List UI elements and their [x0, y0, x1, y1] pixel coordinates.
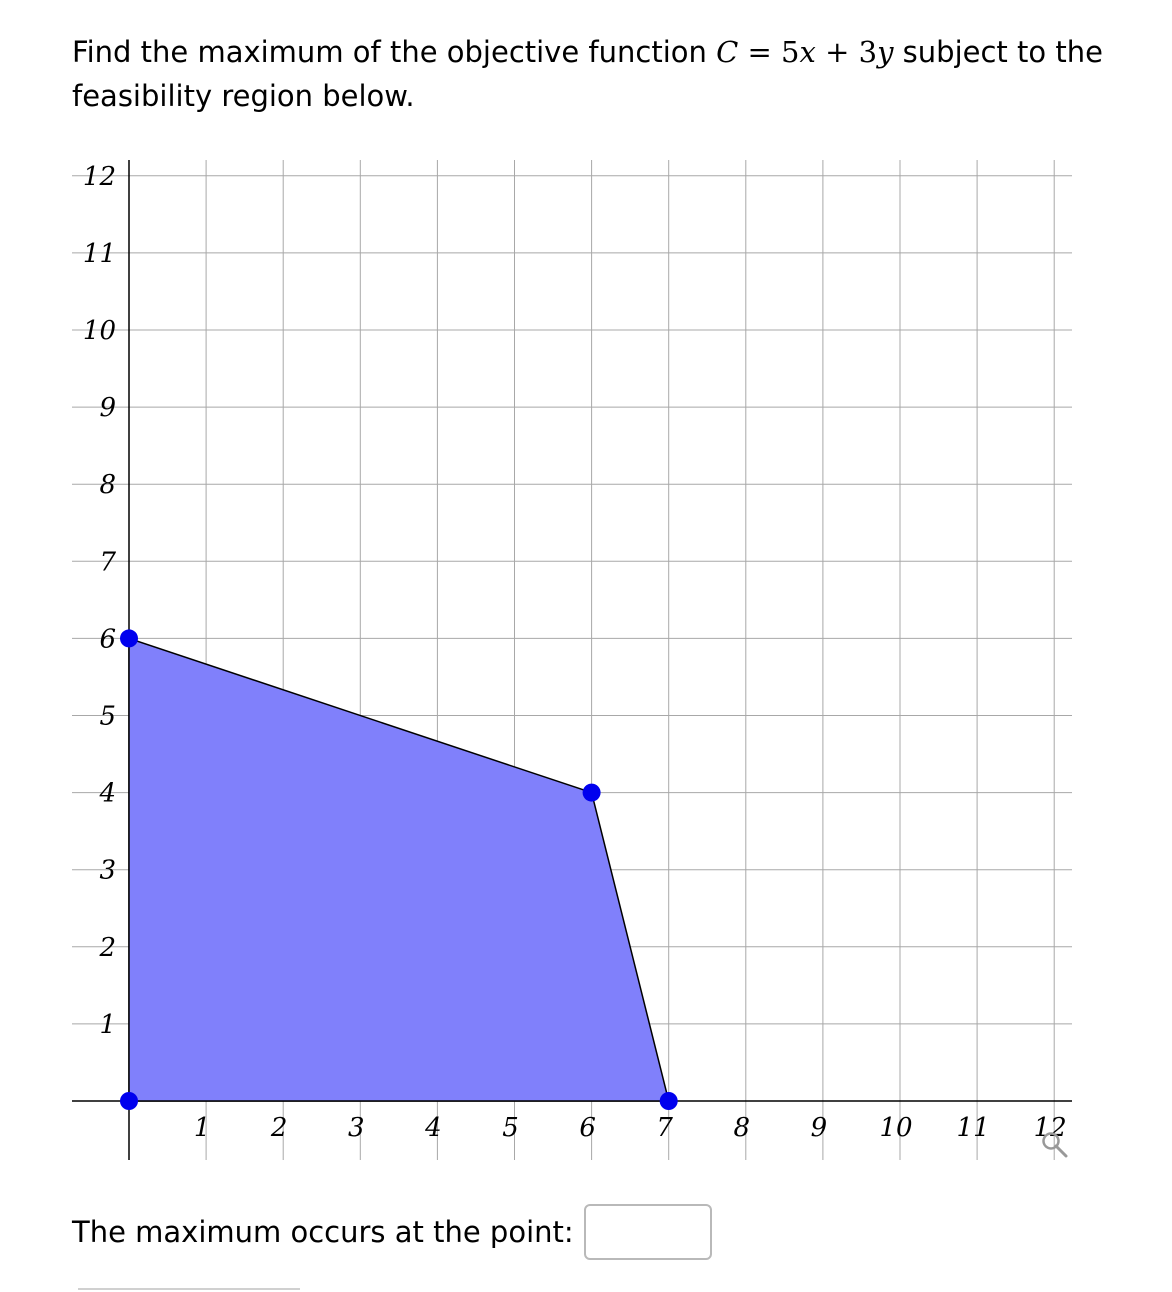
x-tick-label: 5 [502, 1113, 519, 1143]
eq-equals: = [747, 35, 772, 69]
x-tick-label: 2 [270, 1113, 288, 1143]
y-tick-label: 3 [99, 856, 116, 886]
answer-row: The maximum occurs at the point: [72, 1203, 712, 1261]
answer-input[interactable] [583, 1204, 712, 1260]
question-text-before: Find the maximum of the objective functi… [72, 35, 707, 69]
eq-coef-a: 5 [781, 35, 800, 69]
objective-function: C = 5x + 3y [716, 35, 903, 69]
y-tick-label: 8 [99, 470, 116, 500]
y-tick-label: 6 [99, 624, 116, 654]
x-tick-label: 8 [734, 1113, 751, 1143]
y-tick-label: 1 [99, 1010, 116, 1040]
y-tick-label: 5 [99, 702, 116, 732]
x-tick-label: 4 [424, 1113, 442, 1143]
x-tick-label: 12 [1034, 1113, 1067, 1143]
x-tick-labels: 1 2 3 4 5 6 7 8 9 10 11 12 [194, 1113, 1067, 1143]
region-vertices [120, 629, 678, 1110]
x-tick-label: 9 [811, 1113, 828, 1143]
y-tick-label: 4 [98, 779, 116, 809]
vertex-point [582, 783, 601, 802]
x-tick-label: 11 [957, 1113, 990, 1143]
x-tick-label: 7 [656, 1113, 673, 1143]
y-tick-label: 12 [83, 162, 116, 192]
y-tick-label: 7 [99, 547, 116, 577]
eq-var-y: y [877, 35, 894, 69]
eq-coef-b: 3 [858, 35, 878, 69]
eq-lhs: C [716, 35, 739, 69]
y-tick-label: 9 [99, 393, 116, 423]
feasibility-region [128, 637, 670, 1102]
eq-plus: + [825, 35, 850, 69]
question-text: Find the maximum of the objective functi… [72, 30, 1132, 118]
question-text-after: subject to the feasibility region below. [72, 35, 1103, 113]
answer-label: The maximum occurs at the point: [72, 1215, 574, 1249]
y-tick-label: 2 [98, 933, 116, 963]
x-tick-label: 3 [348, 1113, 365, 1143]
vertex-point [659, 1092, 678, 1110]
bottom-divider [78, 1288, 300, 1290]
x-tick-label: 6 [579, 1113, 596, 1143]
y-tick-label: 10 [83, 316, 116, 346]
vertex-point [120, 629, 138, 648]
x-tick-label: 1 [194, 1113, 211, 1143]
y-tick-label: 11 [83, 239, 116, 269]
vertex-point [120, 1092, 138, 1110]
eq-var-x: x [799, 35, 816, 69]
x-tick-label: 10 [879, 1113, 912, 1143]
magnifier-icon[interactable] [1042, 1132, 1068, 1158]
